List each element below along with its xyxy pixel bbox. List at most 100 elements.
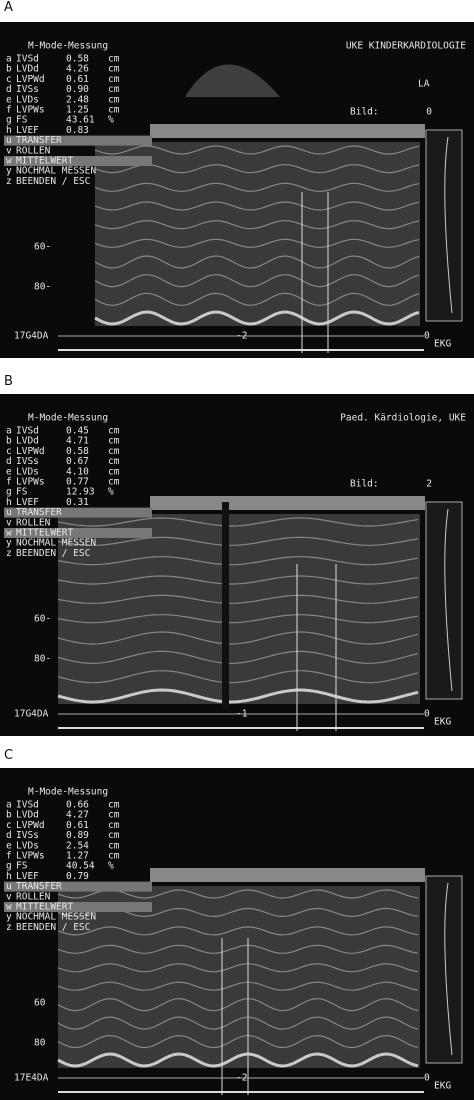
frame-label: Bild: (350, 479, 379, 490)
echo-line (94, 274, 420, 288)
measurement: cm (108, 820, 120, 831)
ultrasound-image: M-Mode-Messung Paed. Kärdiologie, UKE Bild… (0, 394, 474, 736)
echo-line (57, 926, 419, 936)
menu-key: w (6, 902, 12, 913)
menu-item: ROLLEN (16, 145, 51, 156)
probe-label: 17G4DA (14, 709, 49, 720)
menu-item: MITTELWERT (16, 156, 73, 167)
measurement: 1.27 (66, 851, 89, 862)
measurement: LVDs (16, 94, 39, 105)
frame-number: 2 (426, 479, 432, 490)
measurement: cm (108, 446, 120, 457)
measurement: LVPWd (16, 74, 45, 85)
ecg-panel (425, 501, 463, 700)
header: Paed. Kärdiologie, UKE (340, 413, 466, 424)
ultrasound-image: M-Mode-Messung UKE KINDERKARDIOLOGIE LA Bil… (0, 22, 474, 358)
measurement: LVEF (16, 871, 39, 882)
echo-line (57, 575, 419, 585)
echo-line (57, 1016, 419, 1030)
header: UKE KINDERKARDIOLOGIE (346, 41, 466, 52)
ecg-trace (444, 136, 453, 314)
menu-key: u (6, 507, 12, 518)
echo-line (57, 944, 419, 954)
menu-item: TRANSFER (16, 135, 62, 146)
scale-mark: -1 (236, 709, 248, 720)
menu-key: v (6, 891, 12, 902)
echo-line (57, 556, 419, 566)
menu-item: ROLLEN (16, 891, 51, 902)
depth-label: 60- (34, 242, 51, 253)
measurement: % (108, 115, 114, 126)
measurement: cm (108, 426, 120, 437)
measurement: e (6, 94, 12, 105)
depth-label: 80- (34, 654, 51, 665)
menu-key: v (6, 517, 12, 528)
menu-key: z (6, 548, 12, 559)
measurement: LVPWd (16, 820, 45, 831)
measurement: cm (108, 436, 120, 447)
measurement: c (6, 74, 12, 85)
measurement: 0.61 (66, 74, 89, 85)
measurement: IVSd (16, 426, 39, 437)
measurement: cm (108, 64, 120, 75)
measurement: 4.10 (66, 466, 89, 477)
echo-line (57, 1034, 419, 1049)
menu-key: y (6, 912, 12, 923)
menu-item: NOCHMAL MESSEN (16, 166, 96, 177)
echo-line (94, 145, 420, 155)
measurement: LVEF (16, 125, 39, 136)
menu-key: y (6, 166, 12, 177)
measurement: 40.54 (66, 861, 95, 872)
measurement: 0.66 (66, 800, 89, 811)
measurement: d (6, 830, 12, 841)
measurement: d (6, 456, 12, 467)
menu-highlight (4, 135, 152, 146)
menu-item: BEENDEN / ESC (16, 922, 90, 933)
measurement: 0.58 (66, 446, 89, 457)
measurement: a (6, 426, 12, 437)
menu-item: BEENDEN / ESC (16, 548, 90, 559)
measurement: cm (108, 830, 120, 841)
echo-line (94, 255, 420, 269)
measurement: 0.90 (66, 84, 89, 95)
measurement: a (6, 800, 12, 811)
menu-item: ROLLEN (16, 517, 51, 528)
measurement: cm (108, 810, 120, 821)
panel-label: C (4, 748, 14, 763)
ecg-trace (444, 882, 453, 1056)
ecg-trace (444, 508, 453, 692)
measurement: cm (108, 74, 120, 85)
frame-number: 0 (426, 107, 432, 118)
echo-line (94, 220, 420, 230)
echo-line (94, 201, 420, 211)
scale-mark: -2 (236, 331, 247, 342)
measurement: h (6, 497, 12, 508)
ecg-label: EKG (434, 339, 451, 350)
menu-key: z (6, 922, 12, 933)
menu-item: TRANSFER (16, 507, 62, 518)
measurement: % (108, 861, 114, 872)
measurement: cm (108, 54, 120, 65)
sector (185, 64, 280, 97)
echo-line (57, 998, 419, 1012)
echo-line (94, 182, 420, 192)
measurement: LVPWs (16, 851, 45, 862)
measurement: b (6, 64, 12, 75)
echo-line (57, 517, 419, 527)
depth-label: 60 (34, 998, 46, 1009)
menu-item: NOCHMAL MESSEN (16, 538, 96, 549)
menu-key: v (6, 145, 12, 156)
echo-line (57, 688, 419, 704)
measurement: FS (16, 487, 28, 498)
measurement: h (6, 871, 12, 882)
measurement: LVDs (16, 466, 39, 477)
strip-band (150, 496, 425, 510)
measurement: LVDd (16, 810, 39, 821)
frame-divider (222, 502, 229, 709)
menu-item: BEENDEN / ESC (16, 176, 90, 187)
measurement: h (6, 125, 12, 136)
echo-line (94, 310, 420, 326)
measurement: LVDs (16, 840, 39, 851)
frame-label: Bild: (350, 107, 379, 118)
measurement: LVPWd (16, 446, 45, 457)
